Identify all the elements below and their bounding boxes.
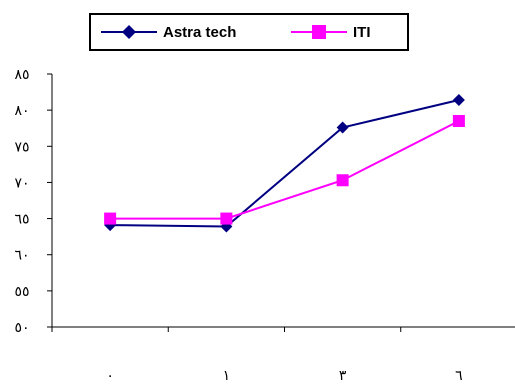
data-point: [452, 114, 465, 127]
x-tick-label: ١: [223, 368, 231, 384]
legend-marker-iti: [291, 25, 347, 39]
y-tick-label: ٥٠: [14, 320, 29, 336]
y-tick-label: ٦٠: [14, 248, 29, 264]
legend-label-astra-tech: Astra tech: [163, 23, 237, 41]
series-line: [110, 120, 460, 220]
y-tick-label: ٦٥: [14, 212, 29, 228]
x-tick-label: ٦: [455, 368, 463, 384]
data-point: [220, 212, 233, 225]
series-line: [110, 99, 460, 228]
x-tick-label: ٣: [339, 368, 347, 384]
data-point: [336, 121, 349, 134]
y-tick-label: ٥٥: [14, 284, 29, 300]
y-tick-label: ٧٠: [14, 175, 29, 191]
data-point: [452, 94, 465, 107]
x-tick-label: ٠: [106, 368, 114, 384]
y-tick-label: ٨٥: [14, 67, 29, 83]
y-tick-label: ٧٥: [14, 139, 29, 155]
legend: Astra tech ITI: [89, 13, 409, 51]
legend-item-astra-tech: Astra tech: [101, 15, 236, 49]
legend-marker-astra-tech: [101, 25, 157, 39]
legend-item-iti: ITI: [291, 15, 371, 49]
data-point: [336, 174, 349, 187]
data-point: [104, 212, 117, 225]
y-tick-label: ٨٠: [14, 103, 29, 119]
legend-label-iti: ITI: [353, 23, 371, 41]
